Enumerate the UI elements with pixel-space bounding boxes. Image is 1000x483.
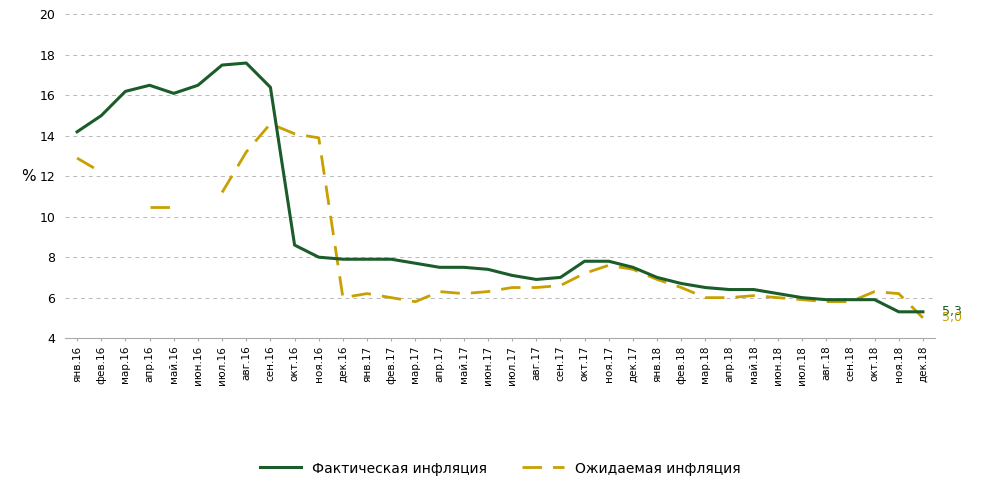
Text: 5,3: 5,3 bbox=[942, 305, 962, 318]
Фактическая инфляция bbox=[893, 309, 905, 315]
Фактическая инфляция bbox=[724, 286, 736, 292]
Фактическая инфляция bbox=[434, 264, 446, 270]
Фактическая инфляция bbox=[240, 60, 252, 66]
Ожидаемая инфляция bbox=[71, 155, 83, 161]
Фактическая инфляция bbox=[651, 274, 663, 280]
Фактическая инфляция bbox=[603, 258, 615, 264]
Фактическая инфляция bbox=[313, 254, 325, 260]
Line: Ожидаемая инфляция: Ожидаемая инфляция bbox=[77, 158, 101, 172]
Line: Фактическая инфляция: Фактическая инфляция bbox=[77, 63, 923, 312]
Фактическая инфляция bbox=[482, 267, 494, 272]
Фактическая инфляция bbox=[71, 129, 83, 135]
Фактическая инфляция bbox=[917, 309, 929, 315]
Фактическая инфляция bbox=[95, 113, 107, 118]
Фактическая инфляция bbox=[675, 281, 687, 286]
Фактическая инфляция bbox=[216, 62, 228, 68]
Фактическая инфляция bbox=[361, 256, 373, 262]
Фактическая инфляция bbox=[264, 85, 276, 90]
Фактическая инфляция bbox=[820, 297, 832, 302]
Legend: Фактическая инфляция, Ожидаемая инфляция: Фактическая инфляция, Ожидаемая инфляция bbox=[260, 462, 740, 476]
Text: 5,0: 5,0 bbox=[942, 312, 962, 325]
Фактическая инфляция bbox=[385, 256, 397, 262]
Фактическая инфляция bbox=[699, 284, 711, 290]
Фактическая инфляция bbox=[119, 88, 131, 94]
Фактическая инфляция bbox=[796, 295, 808, 300]
Фактическая инфляция bbox=[748, 286, 760, 292]
Фактическая инфляция bbox=[144, 83, 156, 88]
Фактическая инфляция bbox=[506, 272, 518, 278]
Y-axis label: %: % bbox=[21, 169, 36, 184]
Фактическая инфляция bbox=[869, 297, 881, 302]
Фактическая инфляция bbox=[554, 274, 566, 280]
Ожидаемая инфляция bbox=[95, 170, 107, 175]
Фактическая инфляция bbox=[337, 256, 349, 262]
Фактическая инфляция bbox=[772, 291, 784, 297]
Фактическая инфляция bbox=[192, 83, 204, 88]
Фактическая инфляция bbox=[579, 258, 591, 264]
Фактическая инфляция bbox=[458, 264, 470, 270]
Фактическая инфляция bbox=[627, 264, 639, 270]
Фактическая инфляция bbox=[530, 277, 542, 283]
Фактическая инфляция bbox=[289, 242, 301, 248]
Фактическая инфляция bbox=[844, 297, 856, 302]
Фактическая инфляция bbox=[168, 90, 180, 96]
Фактическая инфляция bbox=[409, 260, 421, 266]
